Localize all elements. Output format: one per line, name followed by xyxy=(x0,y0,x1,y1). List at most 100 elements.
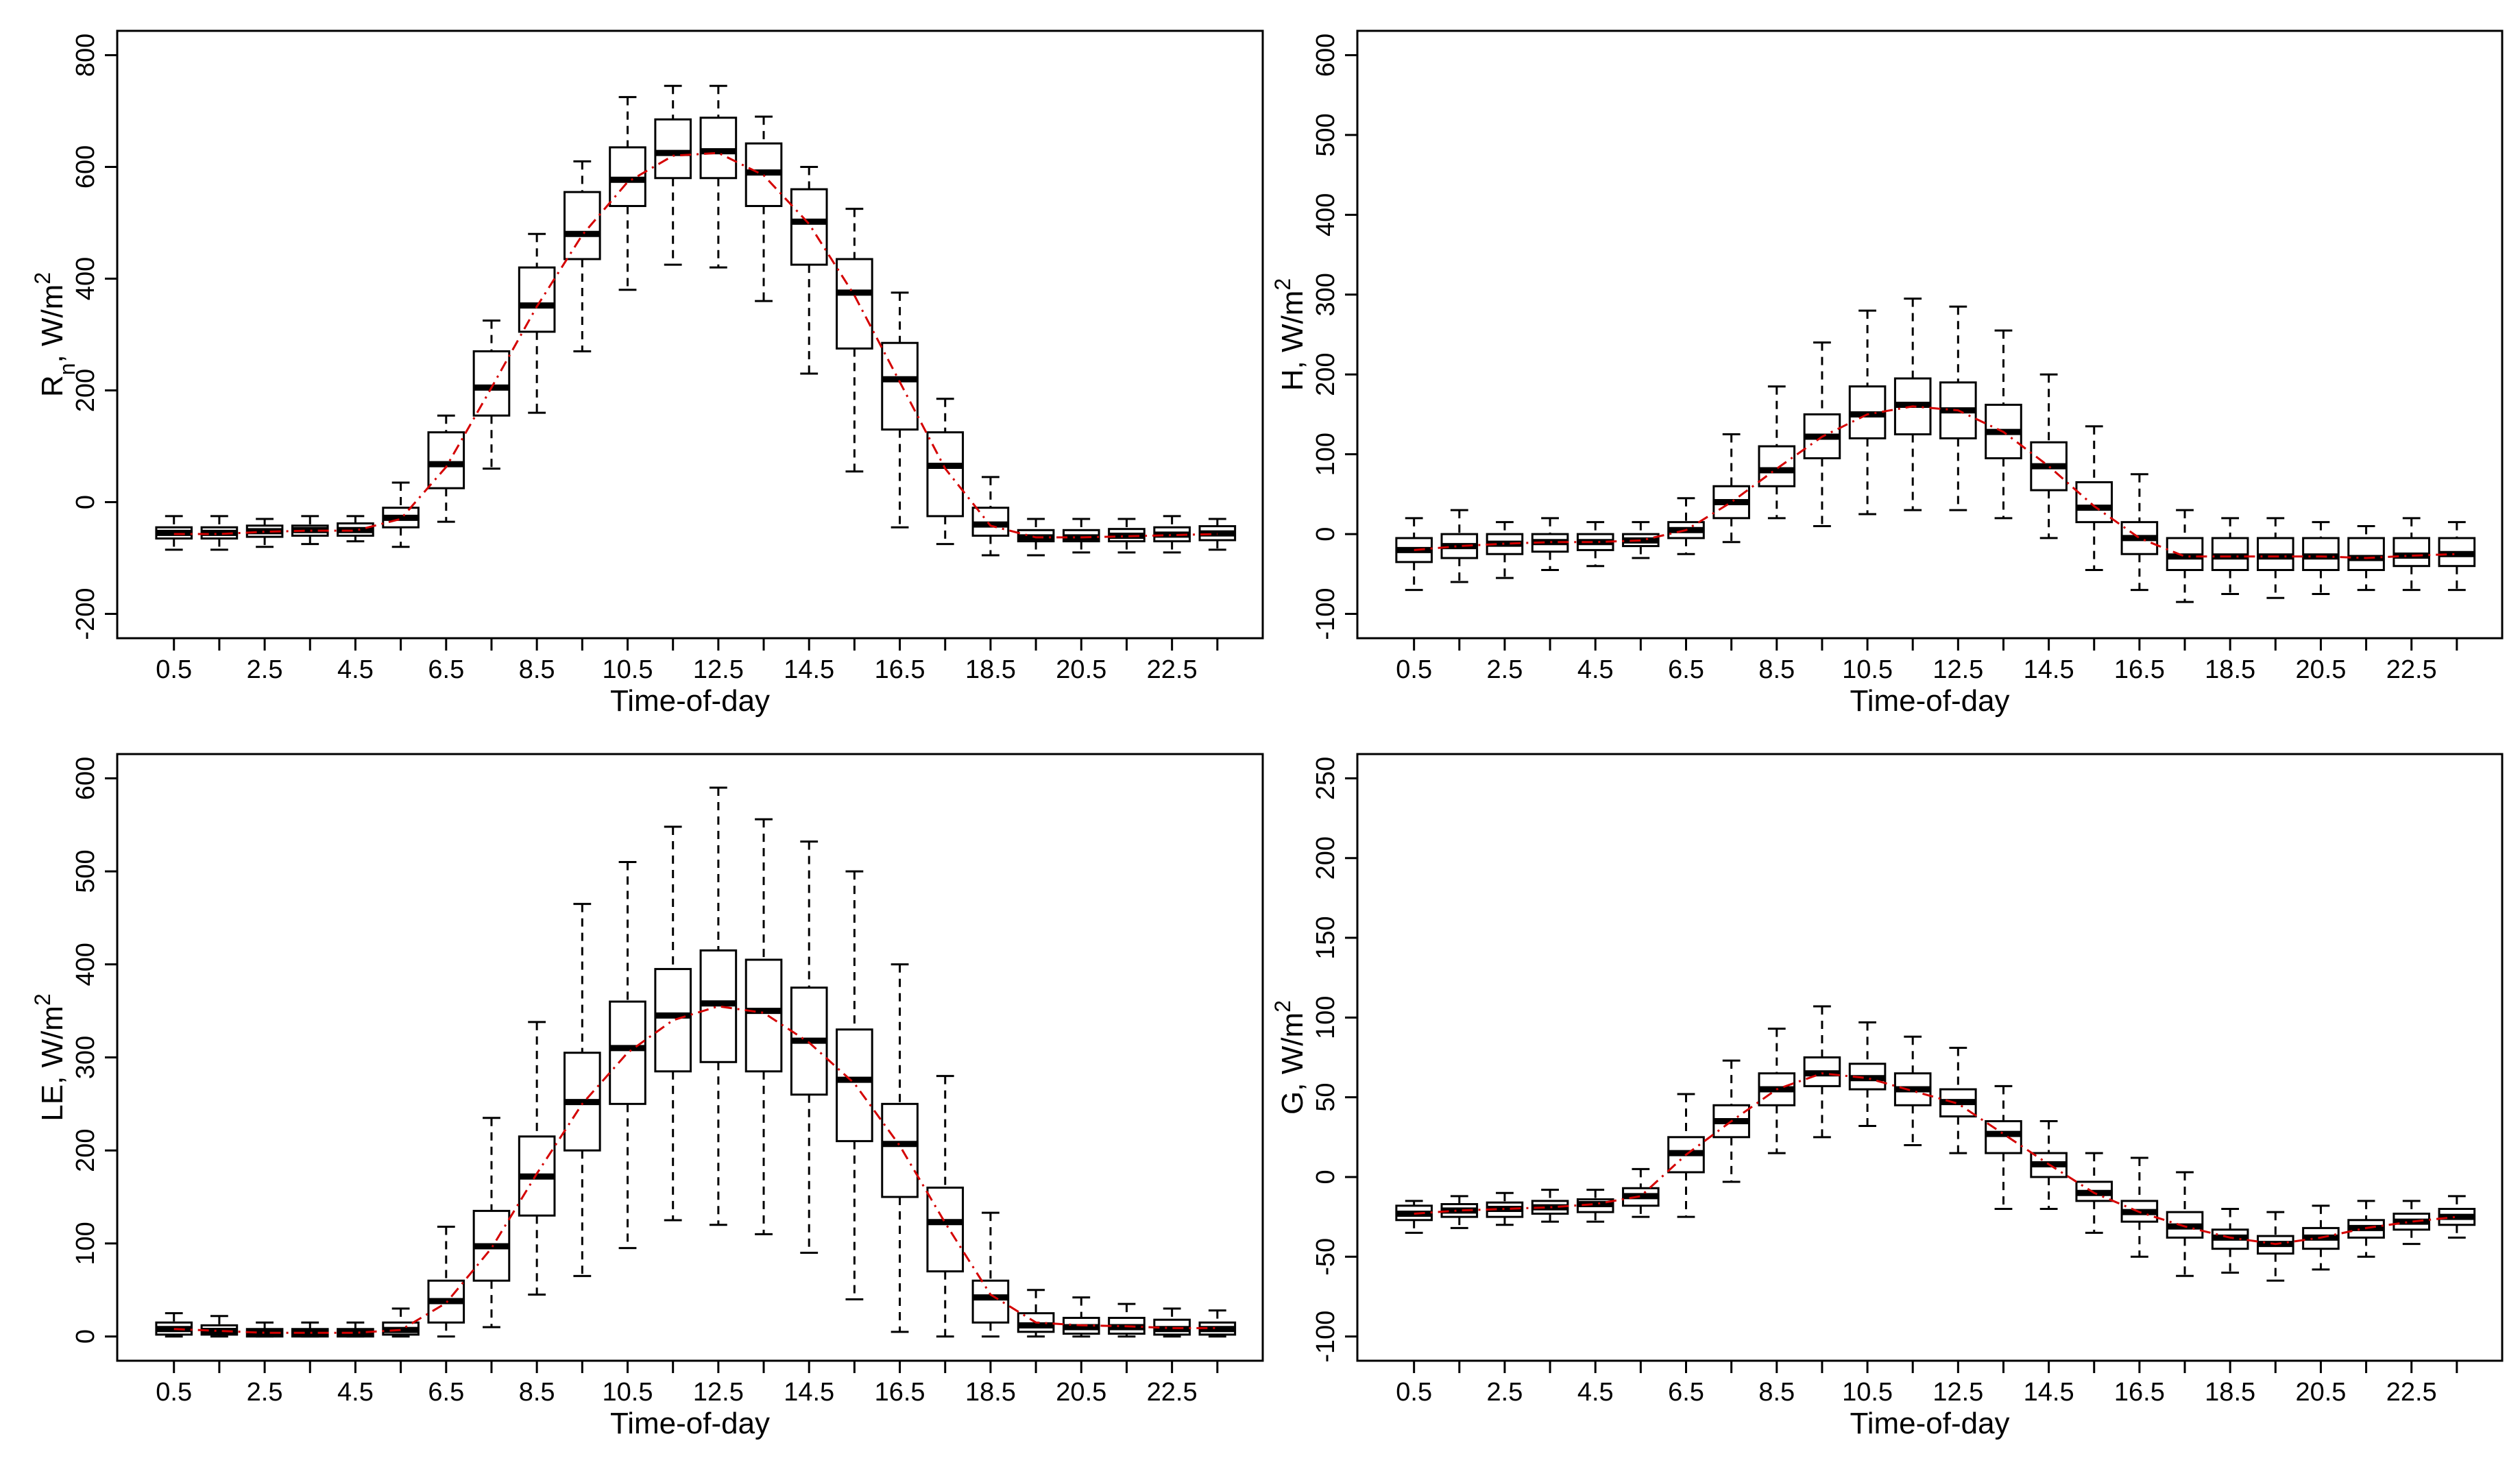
y-axis-title: LE, W/m2 xyxy=(30,993,69,1121)
mean-trend-line xyxy=(1414,1072,2458,1246)
y-tick-label: 300 xyxy=(71,1036,100,1079)
y-title-superscript: 2 xyxy=(1270,278,1295,291)
y-tick-label: 400 xyxy=(1311,193,1340,237)
y-tick-label: 100 xyxy=(1311,433,1340,476)
boxplot-16.5 xyxy=(2120,1156,2159,1258)
boxplot-0.5 xyxy=(1395,517,1433,592)
x-tick-label: 6.5 xyxy=(1668,1378,1704,1407)
x-axis-title: Time-of-day xyxy=(1850,1407,2009,1440)
iqr-box xyxy=(609,1000,646,1105)
iqr-box xyxy=(971,1279,1010,1324)
boxplot-13.5 xyxy=(1985,329,2022,520)
iqr-box xyxy=(518,266,556,333)
y-tick-label: 0 xyxy=(1311,527,1340,542)
x-tick-label: 14.5 xyxy=(784,1378,834,1407)
y-tick-label: 150 xyxy=(1311,916,1340,959)
x-tick-label: 20.5 xyxy=(1056,655,1106,684)
x-tick-label: 18.5 xyxy=(2205,655,2255,684)
x-tick-label: 6.5 xyxy=(1668,655,1704,684)
x-tick-label: 10.5 xyxy=(603,655,653,684)
y-title-subscript: n xyxy=(55,363,80,376)
boxplots xyxy=(1395,298,2476,603)
plot-frame xyxy=(1356,753,2504,1362)
boxplot-8.5 xyxy=(1758,1028,1796,1154)
boxplot-5.5 xyxy=(1622,521,1660,559)
boxplot-9.5 xyxy=(1803,341,1841,527)
x-axis: 0.5 2.5 4.5 6.5 8.5 10.5 12.5 14.5 16.5 18.5 20.5 2… xyxy=(156,637,1219,684)
y-title-superscript: 2 xyxy=(1270,1000,1295,1013)
y-tick-label: 0 xyxy=(71,1329,100,1344)
y-title-superscript: 2 xyxy=(30,993,55,1006)
iqr-box xyxy=(926,1186,965,1273)
mean-trend-line xyxy=(173,1005,1217,1334)
x-tick-label: 16.5 xyxy=(875,1378,925,1407)
boxplot-14.5 xyxy=(790,165,828,375)
boxplot-19.5 xyxy=(2257,1211,2294,1282)
iqr-box xyxy=(654,968,692,1073)
x-tick-label: 12.5 xyxy=(693,1378,744,1407)
boxplot-5.5 xyxy=(382,481,420,548)
boxplot-18.5 xyxy=(2211,1207,2249,1274)
y-title-superscript: 2 xyxy=(30,272,55,284)
x-tick-label: 16.5 xyxy=(2114,1378,2165,1407)
boxplot-0.5 xyxy=(155,1312,193,1338)
x-axis: 0.5 2.5 4.5 6.5 8.5 10.5 12.5 14.5 16.5 18.5 20.5 2… xyxy=(156,1359,1219,1407)
boxplot-14.5 xyxy=(2030,373,2068,539)
x-tick-label: 8.5 xyxy=(519,1378,555,1407)
x-tick-label: 14.5 xyxy=(784,655,834,684)
y-axis: -200 0 200 400 600 800 xyxy=(71,34,119,640)
boxplot-8.5 xyxy=(518,1021,556,1296)
y-tick-label: 0 xyxy=(71,495,100,509)
boxplot-23.5 xyxy=(1198,1309,1237,1338)
boxplot-1.5 xyxy=(200,1315,239,1338)
x-tick-label: 0.5 xyxy=(156,655,192,684)
boxplot-14.5 xyxy=(790,840,828,1254)
boxplot-22.5 xyxy=(2392,1200,2431,1246)
x-tick-label: 10.5 xyxy=(1842,655,1893,684)
boxplot-11.5 xyxy=(654,84,692,266)
boxplot-3.5 xyxy=(291,1321,329,1338)
boxplot-12.5 xyxy=(699,786,738,1226)
boxplot-11.5 xyxy=(1893,298,1932,511)
boxplot-18.5 xyxy=(971,476,1010,557)
boxplot-23.5 xyxy=(2438,521,2476,592)
iqr-box xyxy=(881,341,919,431)
x-tick-label: 14.5 xyxy=(2024,655,2074,684)
y-tick-label: 600 xyxy=(1311,34,1340,77)
iqr-box xyxy=(1758,445,1796,487)
boxplot-20.5 xyxy=(1062,1296,1100,1338)
mean-trend-line xyxy=(173,151,1217,539)
x-tick-label: 4.5 xyxy=(337,655,374,684)
boxplot-16.5 xyxy=(2120,473,2159,592)
x-tick-label: 2.5 xyxy=(1487,1378,1523,1407)
boxplot-7.5 xyxy=(1712,433,1750,544)
iqr-box xyxy=(2075,481,2113,524)
y-axis-title: H, W/m2 xyxy=(1270,278,1309,391)
y-tick-label: 100 xyxy=(1311,996,1340,1039)
y-title-unit: , W/m xyxy=(1276,291,1309,369)
x-tick-label: 4.5 xyxy=(1577,1378,1614,1407)
x-tick-label: 16.5 xyxy=(2114,655,2165,684)
y-tick-label: -50 xyxy=(1311,1238,1340,1276)
y-tick-label: 600 xyxy=(71,145,100,189)
x-tick-label: 2.5 xyxy=(247,1378,283,1407)
y-tick-label: 250 xyxy=(1311,757,1340,800)
y-axis-title: Rn, W/m2 xyxy=(30,272,80,397)
iqr-box xyxy=(881,1102,919,1198)
iqr-box xyxy=(790,188,828,266)
x-axis-title: Time-of-day xyxy=(610,1407,770,1440)
y-tick-label: -200 xyxy=(71,588,100,640)
x-tick-label: 20.5 xyxy=(2295,1378,2346,1407)
boxplot-8.5 xyxy=(518,232,556,414)
boxplot-3.5 xyxy=(1531,517,1569,572)
x-tick-label: 20.5 xyxy=(2295,655,2346,684)
y-tick-label: 400 xyxy=(71,257,100,300)
y-title-main: G xyxy=(1276,1091,1309,1115)
x-tick-label: 14.5 xyxy=(2024,1378,2074,1407)
x-tick-label: 16.5 xyxy=(875,655,925,684)
boxplot-2.5 xyxy=(1486,521,1524,579)
x-tick-label: 22.5 xyxy=(1147,1378,1198,1407)
boxplot-15.5 xyxy=(836,870,873,1300)
boxplot-18.5 xyxy=(971,1211,1010,1338)
